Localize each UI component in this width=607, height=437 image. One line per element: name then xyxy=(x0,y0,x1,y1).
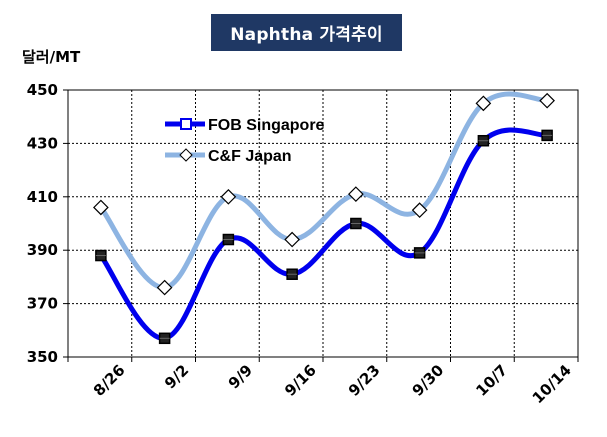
chart-title: Naphtha 가격추이 xyxy=(211,14,402,51)
legend: FOB Singapore C&F Japan xyxy=(165,117,325,165)
y-tick-label: 450 xyxy=(27,81,58,99)
cnf-point-marker xyxy=(284,231,300,248)
cnf-point-marker xyxy=(93,199,109,216)
x-tick-label: 8/26 xyxy=(90,361,129,400)
cnf-point-marker xyxy=(411,202,428,218)
x-tick-label: 9/23 xyxy=(345,361,384,400)
cnf-point-marker xyxy=(220,188,237,205)
y-tick-label: 370 xyxy=(27,295,58,313)
gridlines xyxy=(68,90,578,357)
x-tick-label: 10/7 xyxy=(472,361,511,400)
cnf-point-marker xyxy=(475,95,492,112)
legend-label-1: C&F Japan xyxy=(208,148,292,165)
y-axis-unit-label: 달러/MT xyxy=(22,48,81,66)
x-tick-label: 9/2 xyxy=(161,361,192,392)
y-tick-label: 390 xyxy=(27,241,58,259)
legend-square-marker xyxy=(180,118,192,130)
y-tick-label: 350 xyxy=(27,348,58,366)
legend-diamond-marker xyxy=(179,148,193,162)
axes xyxy=(63,89,579,362)
legend-label-0: FOB Singapore xyxy=(208,117,325,134)
x-tick-label: 9/30 xyxy=(409,361,448,400)
cnf-point-marker xyxy=(348,186,364,202)
series-markers xyxy=(93,92,555,345)
cnf-point-marker xyxy=(539,92,555,109)
cnf-point-marker xyxy=(156,279,173,296)
x-tick-label: 9/9 xyxy=(225,361,256,392)
series-line-0 xyxy=(98,127,550,341)
x-tick-label: 9/16 xyxy=(281,361,320,400)
y-tick-label: 410 xyxy=(27,188,58,206)
y-tick-label: 430 xyxy=(27,134,58,152)
x-tick-label: 10/14 xyxy=(529,361,575,407)
